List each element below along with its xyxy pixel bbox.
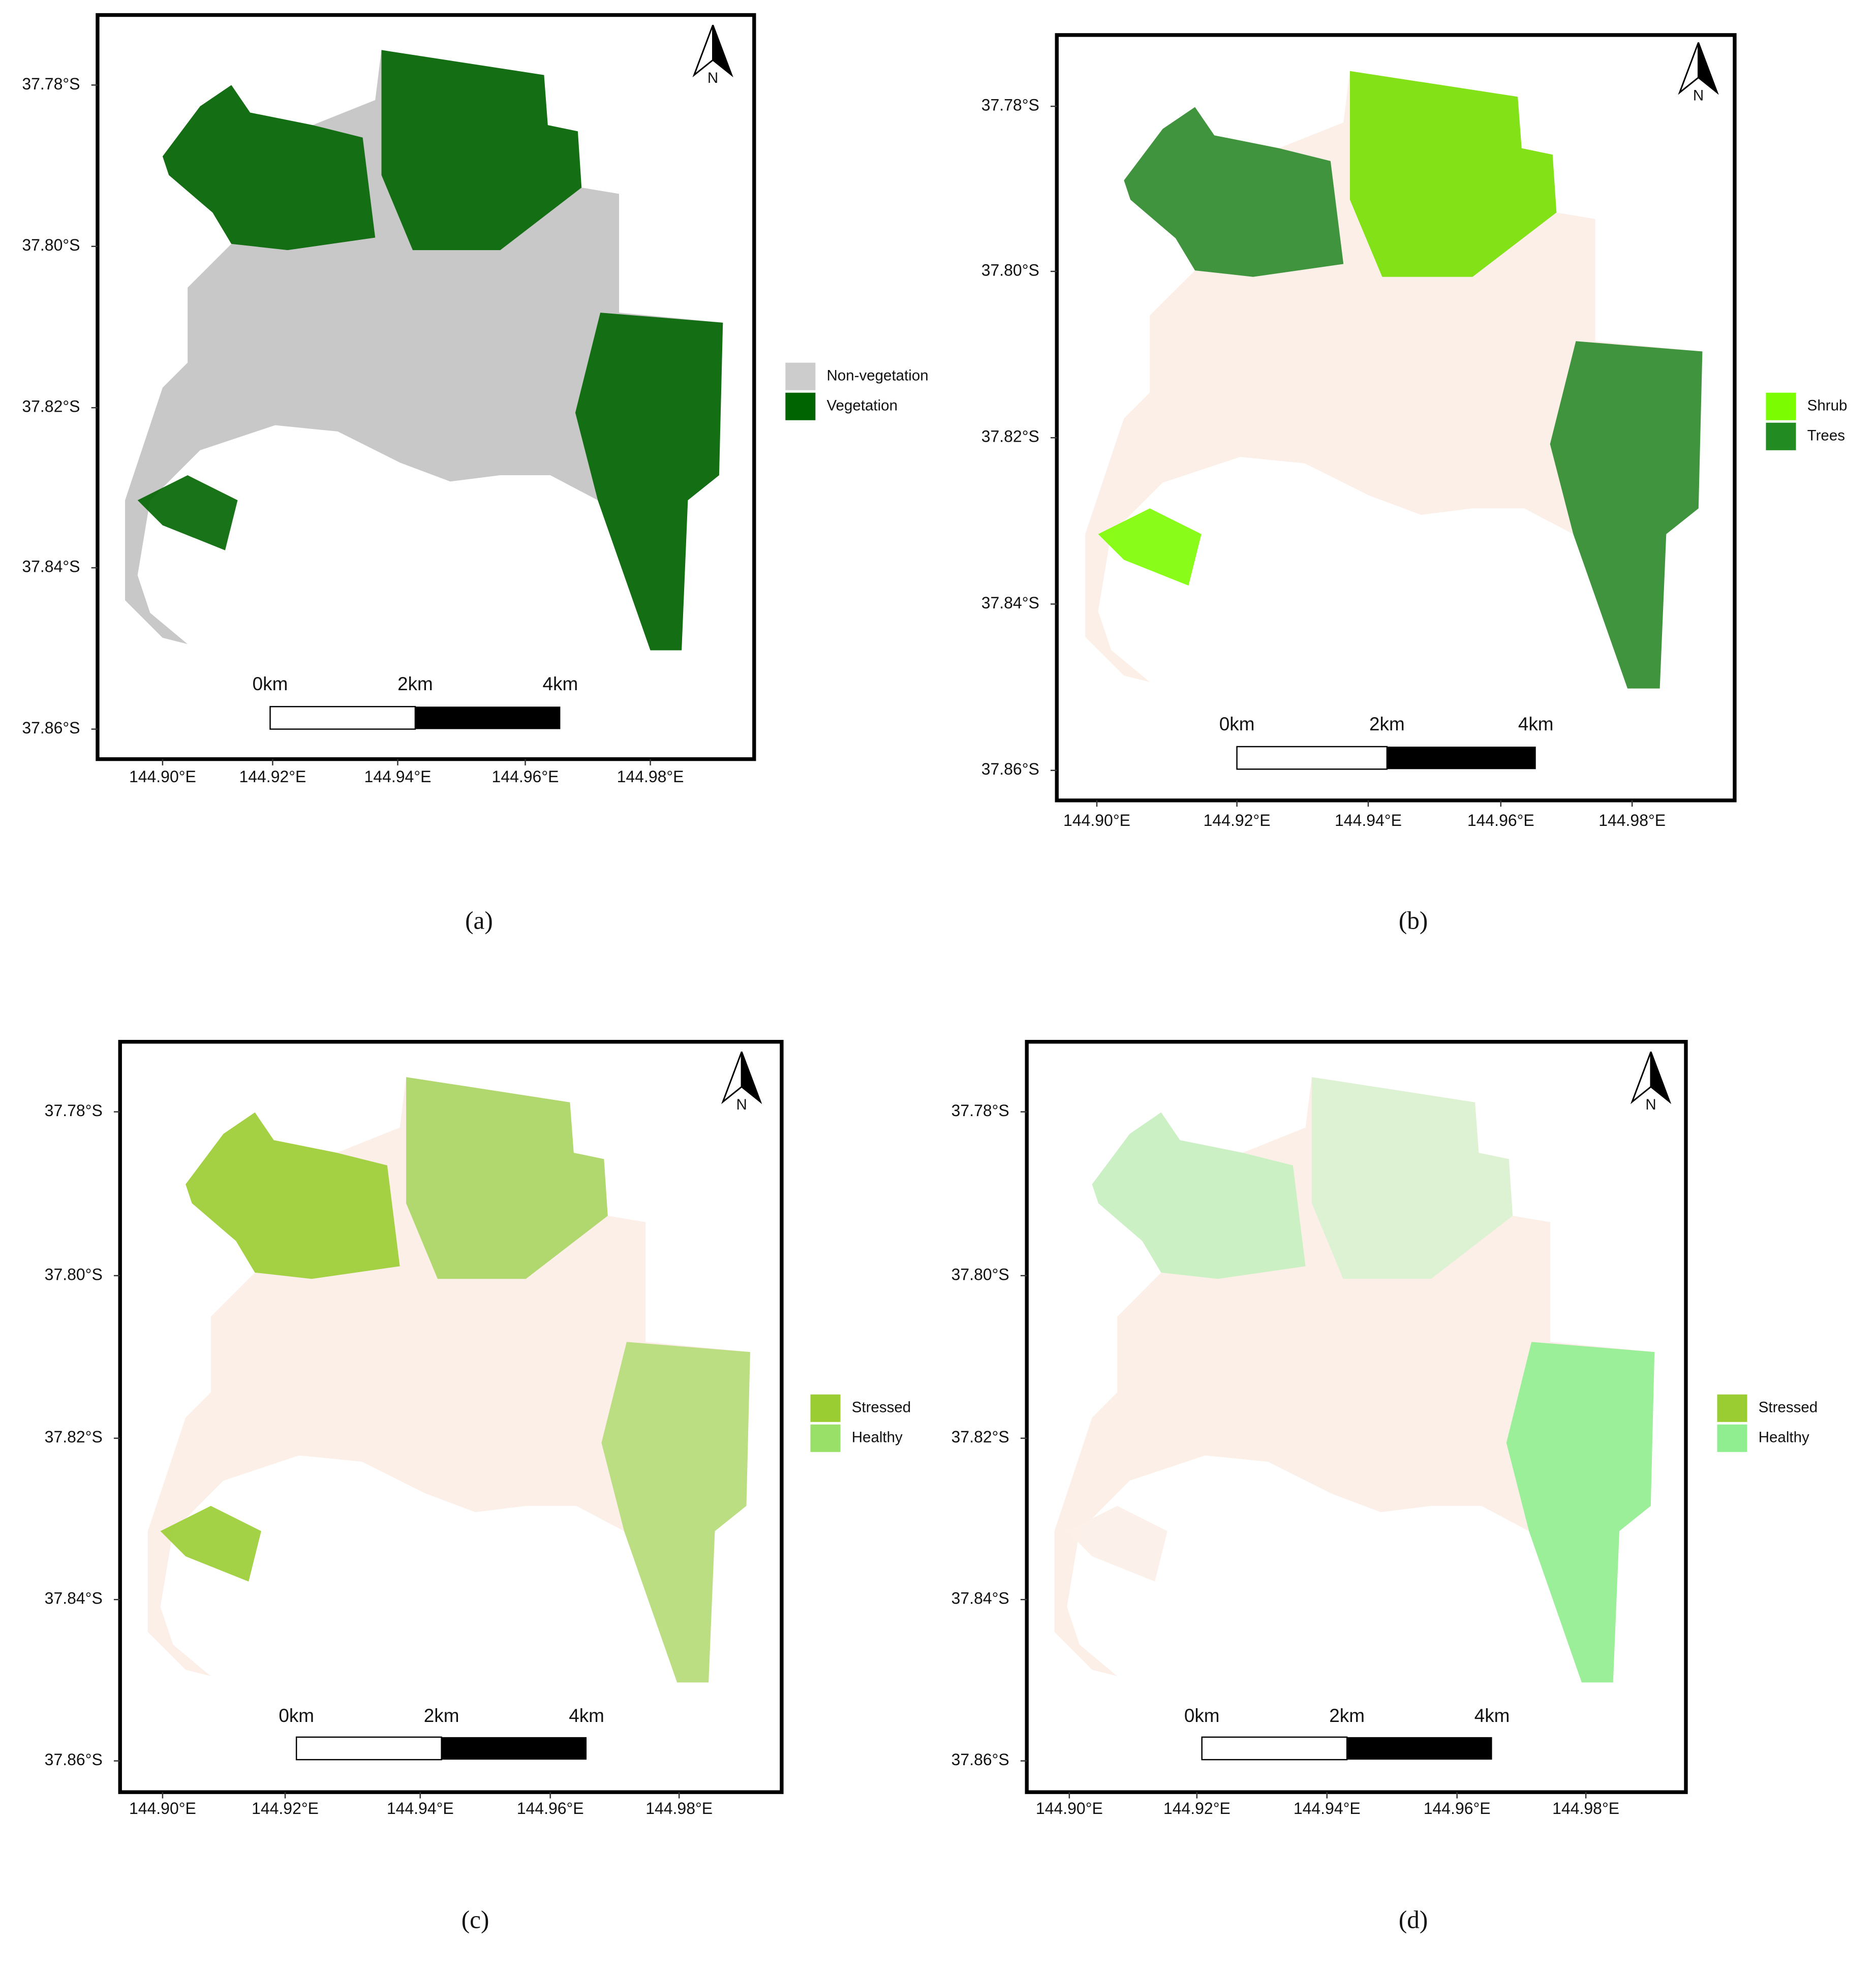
north-arrow-right [712, 24, 733, 78]
legend-swatch [785, 392, 816, 420]
map-panel: 37.78°S 37.80°S 37.82°S 37.84°S 37.86°S 144.9… [45, 1040, 911, 1933]
legend-label: Vegetation [827, 397, 898, 414]
lat-label: 37.86°S [22, 719, 80, 737]
scale-label: 4km [543, 673, 578, 694]
lon-label: 144.90°E [1036, 1799, 1103, 1818]
scale-bar-white [269, 706, 416, 730]
lon-label: 144.92°E [1204, 811, 1271, 829]
legend-swatch [810, 1424, 841, 1452]
lat-label: 37.78°S [22, 75, 80, 93]
legend-label: Healthy [852, 1429, 903, 1446]
lon-label: 144.98°E [617, 767, 684, 786]
north-label: N [708, 70, 718, 86]
lat-label: 37.78°S [45, 1101, 103, 1120]
scale-label: 0km [1184, 1705, 1220, 1726]
legend-label: Stressed [1759, 1399, 1818, 1416]
north-arrow-right [741, 1051, 762, 1104]
north-label: N [736, 1096, 747, 1113]
lat-label: 37.86°S [45, 1750, 103, 1769]
lat-label: 37.86°S [951, 1750, 1009, 1769]
panel-caption: (c) [462, 1905, 489, 1933]
lon-label: 144.94°E [387, 1799, 454, 1818]
scale-label: 0km [279, 1705, 314, 1726]
legend-label: Trees [1807, 427, 1845, 444]
scale-bar-black [1387, 747, 1536, 769]
map-frame [118, 1040, 784, 1794]
lat-label: 37.84°S [22, 558, 80, 576]
lon-label: 144.98°E [645, 1799, 713, 1818]
lon-label: 144.90°E [129, 767, 196, 786]
map-panel: 37.78°S 37.80°S 37.82°S 37.84°S 37.86°S 144.9… [981, 33, 1848, 934]
legend-label: Shrub [1807, 397, 1848, 414]
scale-label: 2km [1369, 714, 1405, 734]
scale-bar-white [1201, 1736, 1348, 1761]
scale-bar-white [295, 1736, 442, 1761]
lat-label: 37.82°S [981, 427, 1039, 446]
lon-label: 144.90°E [129, 1799, 196, 1818]
lon-label: 144.94°E [364, 767, 432, 786]
lat-label: 37.78°S [951, 1101, 1009, 1120]
legend-swatch [810, 1394, 841, 1422]
scale-bar-black [1347, 1737, 1492, 1760]
scale-label: 2km [397, 673, 433, 694]
lon-label: 144.94°E [1335, 811, 1402, 829]
lon-label: 144.96°E [517, 1799, 584, 1818]
map-frame [1025, 1040, 1688, 1794]
north-label: N [1693, 87, 1704, 104]
map-panel: 37.78°S 37.80°S 37.82°S 37.84°S 37.86°S 144.9… [22, 13, 929, 934]
scale-bar-white [1236, 746, 1388, 770]
lon-label: 144.96°E [1424, 1799, 1491, 1818]
lat-label: 37.80°S [981, 261, 1039, 279]
lat-label: 37.80°S [22, 236, 80, 254]
north-arrow-right [1650, 1051, 1672, 1104]
panel-caption: (a) [465, 906, 493, 934]
legend-swatch [1766, 422, 1796, 450]
lat-label: 37.86°S [981, 760, 1039, 778]
legend-swatch [1717, 1394, 1747, 1422]
panel-caption: (d) [1399, 1905, 1428, 1933]
lon-label: 144.96°E [492, 767, 559, 786]
lat-label: 37.84°S [951, 1589, 1009, 1608]
lat-label: 37.80°S [951, 1265, 1009, 1283]
legend-label: Stressed [852, 1399, 911, 1416]
lat-label: 37.82°S [45, 1428, 103, 1446]
map-frame [96, 13, 756, 761]
lon-label: 144.92°E [1163, 1799, 1231, 1818]
lat-label: 37.82°S [22, 397, 80, 416]
scale-label: 2km [1329, 1705, 1365, 1726]
scale-label: 0km [253, 673, 288, 694]
legend-label: Healthy [1759, 1429, 1809, 1446]
scale-label: 4km [1518, 714, 1554, 734]
scale-label: 4km [569, 1705, 604, 1726]
lat-label: 37.82°S [951, 1428, 1009, 1446]
legend-swatch [1766, 392, 1796, 420]
lat-label: 37.84°S [981, 594, 1039, 612]
lon-label: 144.92°E [252, 1799, 319, 1818]
lon-label: 144.92°E [239, 767, 306, 786]
lon-label: 144.96°E [1467, 811, 1534, 829]
lon-label: 144.90°E [1063, 811, 1130, 829]
legend-label: Non-vegetation [827, 367, 929, 384]
lat-label: 37.78°S [981, 96, 1039, 114]
lon-label: 144.98°E [1552, 1799, 1619, 1818]
map-panel: 37.78°S 37.80°S 37.82°S 37.84°S 37.86°S 144.9… [951, 1040, 1818, 1933]
scale-bar-black [441, 1737, 587, 1760]
scale-label: 0km [1219, 714, 1255, 734]
scale-bar-black [415, 706, 561, 729]
lon-label: 144.94°E [1294, 1799, 1361, 1818]
north-arrow-right [1698, 42, 1719, 95]
map-frame [1055, 33, 1737, 803]
legend-swatch [785, 362, 816, 390]
panel-caption: (b) [1399, 906, 1428, 934]
north-label: N [1645, 1096, 1656, 1113]
lat-label: 37.80°S [45, 1265, 103, 1283]
lon-label: 144.98°E [1598, 811, 1666, 829]
lat-label: 37.84°S [45, 1589, 103, 1608]
scale-label: 4km [1474, 1705, 1510, 1726]
legend-swatch [1717, 1424, 1747, 1452]
scale-label: 2km [424, 1705, 459, 1726]
